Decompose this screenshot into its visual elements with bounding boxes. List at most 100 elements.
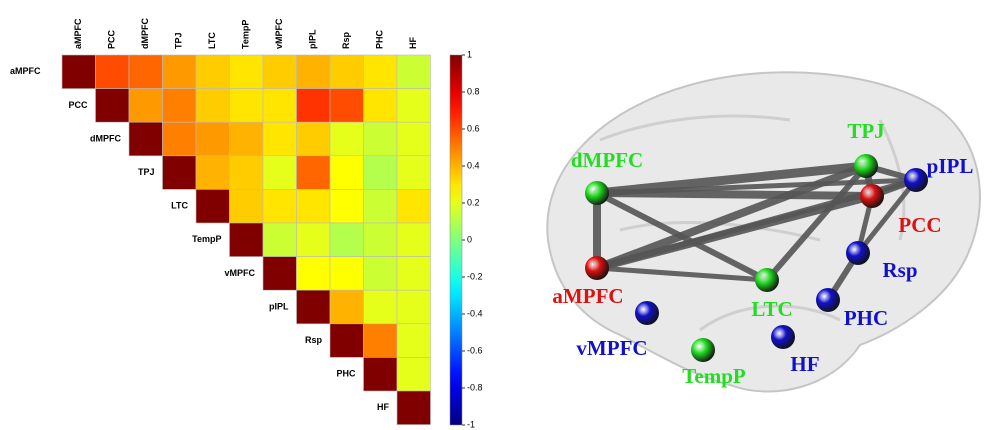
colorbar-tick-label: -0.8 bbox=[467, 382, 483, 392]
node-label: HF bbox=[790, 352, 819, 376]
heatmap-cell bbox=[62, 55, 96, 89]
colorbar-tick-label: -0.6 bbox=[467, 345, 483, 355]
heatmap-cell bbox=[263, 257, 297, 291]
heatmap-cell bbox=[364, 89, 398, 123]
heatmap-cell bbox=[364, 55, 398, 89]
heatmap-cell bbox=[397, 55, 431, 89]
heatmap-cell bbox=[297, 189, 331, 223]
network-node bbox=[635, 301, 659, 325]
column-label: pIPL bbox=[308, 29, 318, 49]
heatmap-cell bbox=[330, 122, 364, 156]
heatmap-cell bbox=[129, 89, 163, 123]
network-node bbox=[585, 256, 609, 280]
heatmap-cell bbox=[364, 357, 398, 391]
heatmap-cell bbox=[397, 122, 431, 156]
heatmap-cell bbox=[129, 122, 163, 156]
column-label: aMPFC bbox=[73, 18, 83, 49]
network-node bbox=[904, 168, 928, 192]
heatmap-cell bbox=[297, 223, 331, 257]
heatmap-cell bbox=[297, 55, 331, 89]
heatmap-cell bbox=[330, 324, 364, 358]
colorbar-tick-label: 0.8 bbox=[467, 86, 480, 96]
colorbar-tick-label: 0.4 bbox=[467, 160, 480, 170]
heatmap-cell bbox=[163, 89, 197, 123]
node-label: PHC bbox=[844, 306, 888, 330]
heatmap-cell bbox=[230, 189, 264, 223]
heatmap-cell bbox=[330, 156, 364, 190]
heatmap-cell bbox=[96, 89, 130, 123]
network-node bbox=[755, 268, 779, 292]
heatmap-cell bbox=[163, 156, 197, 190]
row-label: PCC bbox=[68, 100, 88, 110]
heatmap-cell bbox=[263, 189, 297, 223]
heatmap-cell bbox=[297, 257, 331, 291]
column-label: TPJ bbox=[174, 32, 184, 49]
row-label: LTC bbox=[171, 201, 188, 211]
row-label: vMPFC bbox=[224, 268, 255, 278]
node-label: TempP bbox=[682, 364, 746, 388]
heatmap-cell bbox=[163, 55, 197, 89]
network-node bbox=[771, 325, 795, 349]
row-label: HF bbox=[377, 402, 389, 412]
heatmap-cell bbox=[397, 357, 431, 391]
heatmap-cell bbox=[196, 55, 230, 89]
node-label: pIPL bbox=[927, 154, 974, 178]
heatmap-cell bbox=[230, 156, 264, 190]
row-label: aMPFC bbox=[10, 66, 41, 76]
heatmap-cell bbox=[129, 55, 163, 89]
row-label: TempP bbox=[192, 234, 221, 244]
node-label: Rsp bbox=[882, 258, 917, 282]
row-label: TPJ bbox=[138, 167, 155, 177]
heatmap-cell bbox=[364, 223, 398, 257]
heatmap-cell bbox=[330, 223, 364, 257]
heatmap-cell bbox=[330, 290, 364, 324]
heatmap-cell bbox=[364, 290, 398, 324]
heatmap-cell bbox=[230, 55, 264, 89]
heatmap-cell bbox=[230, 223, 264, 257]
heatmap-cell bbox=[330, 257, 364, 291]
heatmap-cell bbox=[397, 223, 431, 257]
row-label: pIPL bbox=[269, 301, 289, 311]
node-label: PCC bbox=[898, 213, 941, 237]
column-label: vMPFC bbox=[274, 18, 284, 49]
colorbar-tick-label: 0.6 bbox=[467, 123, 480, 133]
column-label: Rsp bbox=[341, 31, 351, 49]
heatmap-cell bbox=[330, 189, 364, 223]
heatmap-cell bbox=[330, 89, 364, 123]
heatmap-cell bbox=[397, 156, 431, 190]
heatmap-cell bbox=[196, 122, 230, 156]
heatmap-cell bbox=[364, 122, 398, 156]
heatmap-cell bbox=[297, 89, 331, 123]
heatmap-cell bbox=[297, 122, 331, 156]
heatmap-cell bbox=[96, 55, 130, 89]
colorbar-tick-label: 0 bbox=[467, 234, 472, 244]
network-node bbox=[854, 154, 878, 178]
column-label: LTC bbox=[207, 32, 217, 49]
node-label: aMPFC bbox=[552, 284, 623, 308]
row-label: Rsp bbox=[305, 335, 323, 345]
row-label: dMPFC bbox=[90, 133, 121, 143]
heatmap-cell bbox=[397, 391, 431, 425]
node-label: vMPFC bbox=[576, 336, 647, 360]
network-node bbox=[846, 241, 870, 265]
heatmap-cell bbox=[364, 189, 398, 223]
node-label: LTC bbox=[751, 297, 792, 321]
colorbar-tick-label: -1 bbox=[467, 419, 475, 429]
heatmap-cell bbox=[163, 122, 197, 156]
column-label: dMPFC bbox=[140, 18, 150, 49]
heatmap-cell bbox=[263, 156, 297, 190]
heatmap-cell bbox=[263, 55, 297, 89]
network-node bbox=[585, 181, 609, 205]
heatmap-cell bbox=[263, 122, 297, 156]
heatmap-cell bbox=[297, 290, 331, 324]
colorbar-tick-label: 1 bbox=[467, 49, 472, 59]
heatmap-cell bbox=[230, 89, 264, 123]
column-label: PCC bbox=[107, 29, 117, 49]
heatmap-cell bbox=[196, 156, 230, 190]
colorbar-tick-label: -0.2 bbox=[467, 271, 483, 281]
heatmap-cell bbox=[263, 89, 297, 123]
heatmap-cell bbox=[196, 89, 230, 123]
heatmap-cell bbox=[196, 189, 230, 223]
heatmap-cell bbox=[364, 324, 398, 358]
row-label: PHC bbox=[336, 369, 356, 379]
